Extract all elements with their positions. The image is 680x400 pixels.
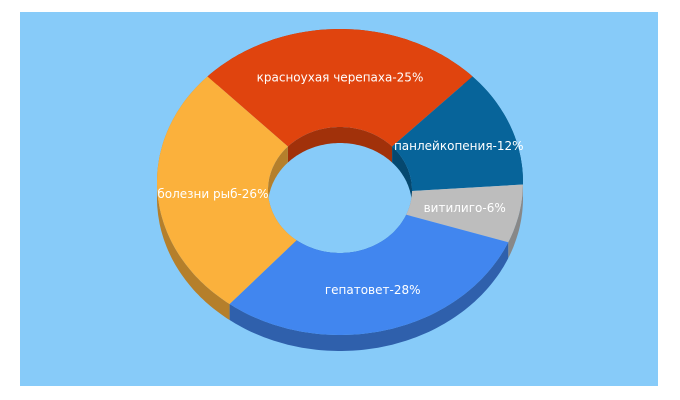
slice-inner-wall [392, 146, 412, 207]
slice [406, 184, 523, 243]
slice-label: красноухая черепаха-25% [257, 71, 424, 85]
slice-label: витилиго-6% [424, 201, 506, 215]
slice [392, 76, 523, 191]
slice-side [157, 76, 230, 320]
slice-inner-wall [287, 127, 393, 163]
slice-side [229, 242, 509, 351]
slice-label: болезни рыб-26% [157, 187, 268, 201]
slice-side [508, 184, 523, 259]
slice [229, 214, 509, 335]
slice-label: гепатовет-28% [325, 283, 421, 297]
slice-label: панлейкопения-12% [394, 139, 524, 153]
slice [207, 29, 473, 147]
slice [157, 76, 297, 304]
